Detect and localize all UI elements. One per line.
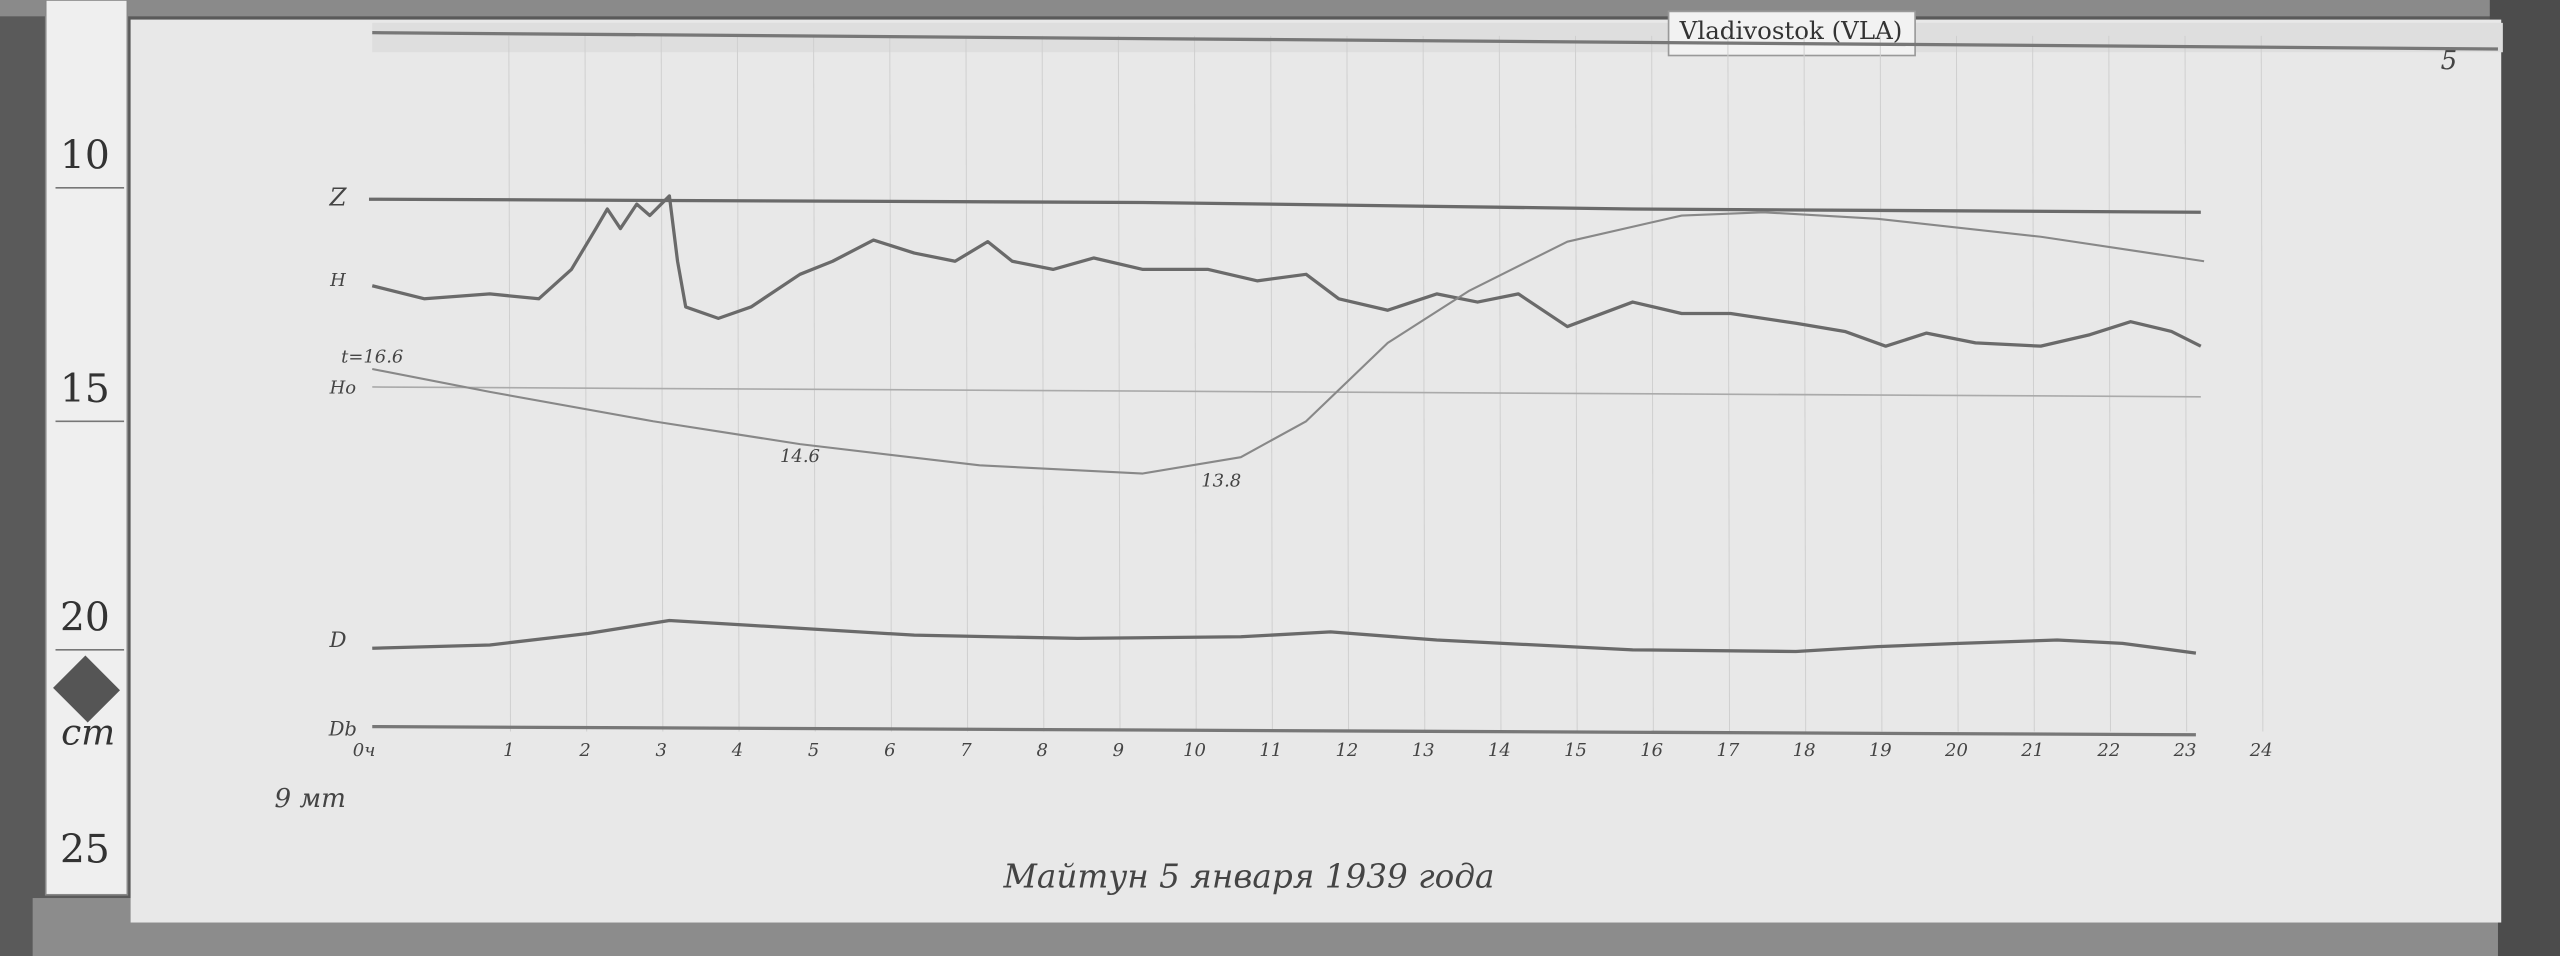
hour-grid-line (660, 35, 664, 732)
hour-grid-line (1422, 35, 1426, 732)
hour-label: 11 (1259, 740, 1282, 761)
hour-label: 14 (1488, 740, 1511, 761)
trace-label: Hо (329, 378, 357, 399)
trace-label: H (329, 270, 346, 291)
hour-grid-line (1270, 35, 1273, 732)
hour-label: 16 (1640, 740, 1663, 761)
hour-label: 7 (960, 740, 972, 761)
hour-label: 10 (1183, 740, 1206, 761)
hour-label: 6 (884, 740, 895, 761)
hour-label: 13 (1412, 740, 1435, 761)
hour-label: 0ч (353, 740, 376, 761)
hour-label: 1 (503, 740, 514, 761)
hour-grid-line (736, 35, 740, 732)
note: 9 мт (275, 784, 346, 814)
hour-grid-line (1041, 35, 1045, 732)
hour-label: 17 (1716, 740, 1739, 761)
sheet-number: 5 (2441, 46, 2458, 76)
trace-label: Z (328, 183, 347, 212)
ruler-mark: 20 (60, 595, 110, 640)
hour-label: 18 (1793, 740, 1816, 761)
hour-grid-line (584, 35, 588, 732)
top-edge (0, 0, 2560, 17)
hour-label: 23 (2173, 740, 2197, 761)
hour-grid-line (508, 35, 511, 732)
hour-label: 21 (2020, 740, 2044, 761)
annotation: 13.8 (1201, 471, 1241, 492)
hour-grid-line (1879, 35, 1883, 732)
hour-label: 9 (1113, 740, 1124, 761)
ruler-badge (53, 655, 121, 723)
hour-label: 22 (2096, 740, 2120, 761)
right-edge (2489, 0, 2560, 956)
hour-grid-line (1803, 35, 1807, 732)
station-label: Vladivostok (VLA) (1679, 16, 1903, 45)
h0-baseline (372, 386, 2201, 398)
z-trace (368, 197, 2201, 214)
d-trace (372, 618, 2197, 655)
hour-grid-line (813, 35, 816, 732)
db-baseline (372, 724, 2196, 737)
top-line (372, 31, 2498, 51)
hour-label: 15 (1564, 740, 1587, 761)
hour-label: 3 (656, 740, 667, 761)
ruler-mark: 15 (60, 367, 110, 412)
ruler-mark: 25 (60, 827, 110, 872)
ruler-unit: cm (61, 712, 115, 753)
hour-label: 5 (808, 740, 819, 761)
trace-label: t=16.6 (341, 347, 403, 368)
hour-label: 19 (1869, 740, 1892, 761)
ruler (44, 0, 129, 896)
caption: Майтун 5 января 1939 года (1002, 857, 1494, 895)
trace-label: Db (328, 717, 357, 740)
hour-grid-line (965, 35, 969, 732)
hour-grid-line (1651, 35, 1654, 732)
temperature-trace (372, 211, 2205, 475)
hour-grid-line (2260, 35, 2264, 732)
hour-grid-line (2184, 35, 2188, 732)
hour-grid-line (1575, 35, 1578, 732)
hour-grid-line (1117, 35, 1121, 732)
hour-label: 4 (731, 740, 743, 761)
paper (130, 19, 2502, 923)
ruler-mark: 10 (60, 133, 110, 178)
hour-grid-line (1194, 35, 1197, 732)
hour-label: 20 (1944, 740, 1968, 761)
station-label-box (1667, 10, 1916, 57)
trace-label: D (328, 628, 346, 653)
hour-grid-line (1498, 35, 1502, 732)
hour-label: 24 (2249, 740, 2273, 761)
hour-grid-line (2108, 35, 2111, 732)
annotation: 14.6 (780, 446, 820, 467)
hour-grid-line (1346, 35, 1350, 732)
h-trace (371, 194, 2202, 348)
hour-grid (508, 35, 2264, 732)
hour-label: 2 (578, 740, 590, 761)
hour-grid-line (1727, 35, 1731, 732)
hour-grid-line (2032, 35, 2035, 732)
hour-label: 12 (1336, 740, 1359, 761)
hour-label: 8 (1036, 740, 1047, 761)
hour-grid-line (889, 35, 892, 732)
hour-grid-line (1955, 35, 1959, 732)
